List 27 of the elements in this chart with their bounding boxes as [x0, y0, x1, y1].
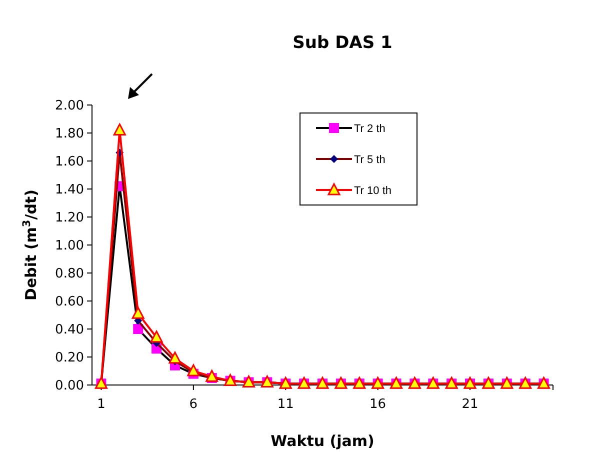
y-tick-label: 1.60: [55, 154, 84, 170]
point: [187, 364, 200, 376]
y-tick-label: 1.00: [55, 238, 84, 254]
point: [132, 306, 144, 319]
y-tick-label: 1.40: [55, 182, 84, 198]
y-tick-label: 0.40: [55, 322, 84, 338]
x-tick-label: 21: [462, 397, 478, 412]
point: [206, 370, 218, 382]
x-tick-label: 1: [97, 397, 106, 412]
x-tick-label: 11: [277, 397, 294, 412]
point: [113, 123, 126, 136]
legend-label: Tr 2 th: [354, 122, 386, 135]
point: [168, 352, 182, 364]
y-tick-label: 1.80: [55, 126, 84, 142]
chart-title: Sub DAS 1: [292, 33, 392, 53]
point: [150, 330, 163, 343]
y-tick-label: 0.60: [55, 294, 84, 310]
y-tick-label: 0.80: [55, 266, 84, 282]
y-tick-label: 0.20: [55, 350, 84, 366]
x-tick-label: 6: [189, 397, 198, 412]
legend-label: Tr 10 th: [354, 184, 392, 197]
x-axis-title: Waktu (jam): [270, 432, 374, 450]
x-tick-label: 16: [370, 397, 386, 412]
legend-label: Tr 5 th: [354, 154, 386, 166]
y-tick-label: 2.00: [55, 98, 84, 114]
y-tick-label: 0.00: [55, 378, 84, 394]
y-tick-label: 1.20: [55, 210, 84, 226]
